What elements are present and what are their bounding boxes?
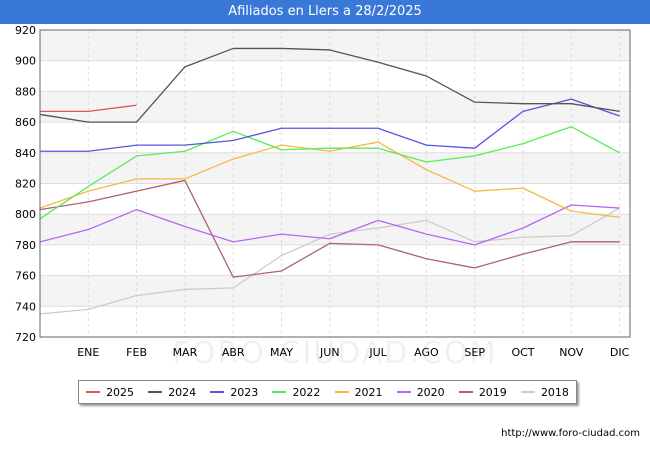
legend-label: 2022 [292,385,321,399]
legend-label: 2025 [106,385,135,399]
series-line-2021 [39,141,620,218]
legend-item-2019: 2019 [458,385,507,399]
legend-item-2020: 2020 [396,385,445,399]
series-line-2025 [40,104,137,113]
legend-label: 2019 [478,385,507,399]
chart-title: Afiliados en Llers a 28/2/2025 [0,0,650,24]
legend-swatch [272,391,287,393]
series-line-2020 [39,204,620,246]
legend-item-2024: 2024 [148,386,196,399]
legend-label: 2024 [168,385,197,399]
y-tick-label: 720 [15,331,36,344]
x-tick-label: MAY [270,346,293,359]
series-line-2023 [40,98,620,152]
source-url[interactable]: http://www.foro-ciudad.com [501,428,640,439]
legend-swatch [148,391,163,393]
y-tick-label: 740 [15,300,36,313]
plot-band [40,275,630,307]
y-tick-label: 800 [15,208,36,221]
y-tick-label: 880 [15,85,36,98]
x-tick-label: MAR [173,346,198,359]
legend-item-2025: 2025 [86,386,134,399]
x-tick-label: ABR [222,346,245,359]
legend-label: 2020 [416,385,445,399]
plot-frame [39,29,631,338]
series-line-2022 [39,126,620,220]
plot-band [40,30,630,61]
x-tick-label: OCT [511,346,534,359]
legend-swatch [86,391,101,393]
series-line-2018 [39,207,620,315]
y-tick-label: 840 [15,147,36,160]
y-tick-label: 820 [15,178,36,191]
y-tick-label: 780 [15,239,36,252]
legend-swatch [396,391,411,393]
data-lines [39,47,620,315]
plot-band [40,91,630,123]
legend-swatch [210,391,225,393]
plot-band [40,214,630,245]
legend-item-2023: 2023 [210,386,258,399]
legend-label: 2021 [354,385,383,399]
legend-swatch [520,391,535,393]
legend-item-2018: 2018 [520,385,569,399]
x-tick-label: FEB [126,346,147,359]
x-tick-label: NOV [559,346,584,359]
plot-band [40,152,630,184]
x-axis-ticks: ENE FEB MAR ABR MAY JUN JUL AGO SEP OCT NOV DIC [77,346,629,359]
legend-item-2021: 2021 [334,385,383,399]
legend: 2025 2024 2023 2022 2021 2020 2019 2018 [78,380,577,404]
x-tick-label: JUL [368,346,387,359]
y-tick-label: 760 [15,270,36,283]
legend-label: 2023 [230,385,259,399]
series-line-2019 [39,179,620,278]
x-tick-label: AGO [414,346,439,359]
legend-swatch [458,391,473,393]
series-line-2024 [39,47,620,123]
y-tick-label: 920 [15,24,36,37]
x-tick-label: DIC [610,346,630,359]
y-axis-ticks: 720 740 760 780 800 820 840 860 880 900 920 [15,24,36,344]
x-tick-label: JUN [319,346,340,359]
watermark: FORO-CIUDAD.COM [173,336,498,371]
plot-bands [40,30,630,307]
legend-label: 2018 [540,385,569,399]
x-tick-label: SEP [464,346,485,359]
legend-item-2022: 2022 [272,386,320,399]
x-tick-label: ENE [77,346,99,359]
y-tick-label: 860 [15,116,36,129]
y-tick-label: 900 [15,55,36,68]
legend-swatch [334,391,349,393]
